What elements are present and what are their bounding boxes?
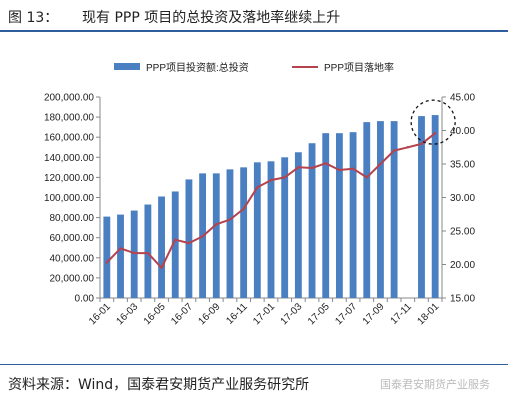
watermark: 国泰君安期货产业服务 bbox=[380, 378, 490, 391]
y-left-tick-label: 20,000.00 bbox=[50, 273, 95, 284]
legend-label-line: PPP项目落地率 bbox=[324, 61, 394, 74]
x-tick-label: 17-07 bbox=[333, 301, 359, 327]
line-point bbox=[324, 162, 327, 165]
bar bbox=[212, 173, 220, 298]
line-point bbox=[160, 266, 163, 270]
y-left-tick-label: 200,000.00 bbox=[44, 93, 94, 104]
y-right-tick-label: 30.00 bbox=[450, 193, 475, 204]
x-tick-label: 16-01 bbox=[87, 301, 113, 327]
bar bbox=[418, 116, 425, 298]
line-point bbox=[187, 241, 191, 245]
line-point bbox=[269, 178, 273, 182]
line-point bbox=[242, 207, 245, 211]
line-point bbox=[297, 166, 300, 169]
source-note: 资料来源：Wind，国泰君安期货产业服务研究所 bbox=[8, 377, 310, 393]
bar bbox=[294, 152, 302, 298]
x-tick-label: 16-09 bbox=[197, 301, 223, 327]
line-point bbox=[338, 168, 341, 172]
legend: PPP项目投资额:总投资 PPP项目落地率 bbox=[114, 61, 394, 74]
y-left-tick-label: 60,000.00 bbox=[50, 233, 95, 244]
figure-number: 图 13： bbox=[8, 10, 59, 26]
legend-swatch-bar bbox=[114, 63, 140, 70]
line-point bbox=[351, 167, 355, 170]
x-tick-label: 18-01 bbox=[415, 301, 441, 327]
bar bbox=[363, 122, 371, 298]
line-series bbox=[105, 131, 437, 270]
x-tick-label: 16-03 bbox=[114, 301, 140, 327]
line-point bbox=[174, 238, 177, 241]
y-left-tick-label: 160,000.00 bbox=[44, 133, 94, 144]
line-point bbox=[256, 186, 259, 189]
y-left-tick-label: 120,000.00 bbox=[44, 173, 94, 184]
x-tick-label: 16-11 bbox=[224, 301, 250, 327]
bar bbox=[144, 204, 152, 298]
bar bbox=[349, 132, 357, 298]
figure-title: 现有 PPP 项目的总投资及落地率继续上升 bbox=[82, 10, 341, 26]
bar bbox=[226, 169, 234, 298]
x-tick-label: 17-05 bbox=[306, 301, 332, 327]
x-tick-label: 17-03 bbox=[279, 301, 305, 327]
y-right-tick-label: 25.00 bbox=[450, 227, 475, 238]
bar bbox=[185, 179, 193, 298]
line-point bbox=[228, 218, 232, 221]
line-point bbox=[119, 247, 122, 250]
x-tick-label: 16-05 bbox=[142, 301, 168, 327]
highlight-circle bbox=[410, 99, 456, 145]
x-tick-label: 17-11 bbox=[389, 301, 415, 327]
y-left-tick-label: 0.00 bbox=[75, 294, 95, 305]
line-point bbox=[310, 166, 314, 170]
line-point bbox=[406, 146, 409, 149]
bar bbox=[377, 121, 384, 299]
bar bbox=[171, 191, 179, 298]
y-left-tick-label: 80,000.00 bbox=[50, 213, 95, 224]
line-point bbox=[201, 235, 204, 238]
line-point bbox=[133, 251, 136, 255]
annotation bbox=[410, 99, 456, 145]
line-point bbox=[105, 261, 109, 264]
y-left-tick-label: 40,000.00 bbox=[50, 253, 95, 264]
y-right-tick-label: 20.00 bbox=[450, 260, 475, 271]
bar bbox=[103, 216, 111, 298]
line-point bbox=[392, 149, 396, 152]
bar bbox=[240, 167, 248, 298]
y-left-tick-label: 140,000.00 bbox=[44, 153, 94, 164]
figure-header: 图 13： 现有 PPP 项目的总投资及落地率继续上升 bbox=[0, 0, 508, 32]
bar bbox=[335, 133, 343, 298]
y-left-tick-label: 100,000.00 bbox=[44, 193, 94, 204]
line-point bbox=[146, 251, 150, 255]
line-point bbox=[365, 176, 368, 179]
y-left-tick-label: 180,000.00 bbox=[44, 113, 94, 124]
line-point bbox=[420, 142, 423, 146]
bar-series bbox=[103, 115, 439, 299]
x-tick-label: 17-09 bbox=[361, 301, 387, 327]
y-right-tick-label: 15.00 bbox=[450, 294, 475, 305]
footer-divider bbox=[0, 364, 508, 365]
bar bbox=[281, 157, 289, 298]
line-point bbox=[379, 162, 382, 166]
chart: PPP项目投资额:总投资 PPP项目落地率 0.00 20,000.00 40,00… bbox=[44, 61, 476, 327]
y-right-tick-label: 35.00 bbox=[450, 160, 475, 171]
bar bbox=[117, 214, 124, 298]
y-right-tick-label: 40.00 bbox=[450, 126, 475, 137]
bar bbox=[322, 133, 330, 298]
bar bbox=[267, 161, 275, 298]
bar bbox=[431, 115, 439, 298]
legend-label-bar: PPP项目投资额:总投资 bbox=[146, 61, 249, 74]
x-tick-label: 17-01 bbox=[251, 301, 277, 327]
y-right-tick-label: 45.00 bbox=[450, 93, 475, 104]
bar bbox=[308, 143, 316, 298]
bar bbox=[158, 196, 165, 298]
bar bbox=[390, 121, 398, 299]
x-tick-label: 16-07 bbox=[169, 301, 195, 327]
bar bbox=[253, 162, 261, 298]
line-point bbox=[215, 223, 218, 226]
line-point bbox=[433, 131, 437, 135]
line-point bbox=[283, 176, 286, 179]
